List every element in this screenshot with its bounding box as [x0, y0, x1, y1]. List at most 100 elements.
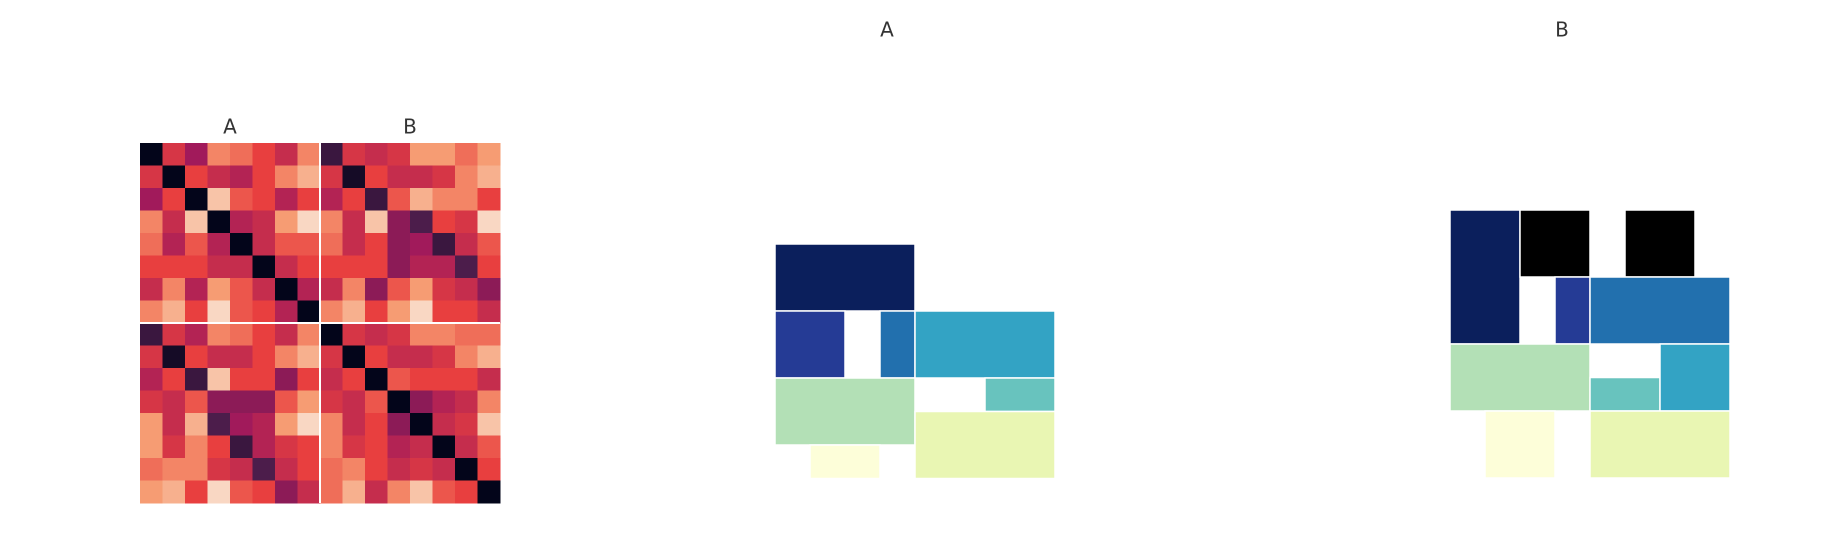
tile: [1449, 209, 1521, 345]
heatmap-cell: [230, 435, 253, 459]
heatmap-cell: [455, 345, 478, 369]
heatmap-cell: [252, 300, 276, 324]
heatmap-cell: [477, 413, 501, 436]
heatmap-cell: [455, 278, 478, 301]
tile: [1589, 276, 1731, 345]
heatmap-cell: [432, 345, 456, 369]
heatmap-cell: [185, 390, 208, 414]
heatmap-cell: [410, 233, 433, 256]
heatmap-cell: [185, 143, 208, 166]
heatmap-cell: [252, 458, 276, 481]
heatmap-cell: [230, 255, 253, 279]
heatmap-cell: [342, 143, 366, 166]
heatmap-cell: [140, 233, 163, 256]
heatmap-cell: [365, 413, 388, 436]
heatmap-cell: [140, 323, 163, 346]
column-label: A: [223, 115, 237, 139]
heatmap-cell: [455, 435, 478, 459]
heatmap-cell: [297, 458, 321, 481]
heatmap-cell: [342, 300, 366, 324]
heatmap-cell: [365, 323, 388, 346]
heatmap-cell: [162, 165, 186, 189]
heatmap-cell: [365, 480, 388, 504]
heatmap-cell: [275, 165, 298, 189]
heatmap-cell: [432, 480, 456, 504]
heatmap-cell: [252, 210, 276, 234]
heatmap-cell: [275, 278, 298, 301]
heatmap-cell: [207, 278, 231, 301]
tile: [1449, 343, 1591, 412]
heatmap-cell: [252, 480, 276, 504]
heatmap-cell: [162, 210, 186, 234]
heatmap-cell: [320, 480, 343, 504]
heatmap-cell: [342, 278, 366, 301]
heatmap-cell: [432, 368, 456, 391]
heatmap-cell: [207, 300, 231, 324]
heatmap-cell: [297, 188, 321, 211]
heatmap-cell: [455, 165, 478, 189]
heatmap-cell: [297, 345, 321, 369]
heatmap-cell: [432, 390, 456, 414]
tile: [1519, 209, 1591, 278]
heatmap-cell: [230, 278, 253, 301]
tile: [1659, 343, 1731, 412]
heatmap-cell: [207, 458, 231, 481]
heatmap-cell: [275, 323, 298, 346]
heatmap-cell: [185, 435, 208, 459]
heatmap-cell: [320, 390, 343, 414]
heatmap-cell: [230, 165, 253, 189]
heatmap-cell: [230, 210, 253, 234]
heatmap-cell: [320, 255, 343, 279]
heatmap-cell: [342, 345, 366, 369]
heatmap-cell: [252, 368, 276, 391]
heatmap-cell: [320, 435, 343, 459]
tile: [914, 410, 1056, 480]
heatmap-cell: [477, 278, 501, 301]
heatmap-cell: [410, 188, 433, 211]
heatmap-cell: [185, 278, 208, 301]
heatmap-cell: [140, 435, 163, 459]
heatmap-cell: [230, 345, 253, 369]
heatmap-cell: [410, 143, 433, 166]
tile: [774, 243, 916, 312]
heatmap-cell: [185, 345, 208, 369]
heatmap-cell: [230, 233, 253, 256]
heatmap-cell: [455, 143, 478, 166]
heatmap-cell: [410, 165, 433, 189]
heatmap-cell: [365, 345, 388, 369]
heatmap-cell: [477, 435, 501, 459]
heatmap-cell: [320, 413, 343, 436]
heatmap-cell: [230, 458, 253, 481]
heatmap-cell: [320, 278, 343, 301]
heatmap-cell: [252, 435, 276, 459]
heatmap-cell: [162, 278, 186, 301]
heatmap-cell: [387, 368, 411, 391]
heatmap-cell: [410, 435, 433, 459]
heatmap-cell: [297, 165, 321, 189]
heatmap-cell: [162, 458, 186, 481]
tile: [984, 377, 1056, 413]
heatmap-cell: [342, 323, 366, 346]
heatmap-cell: [275, 300, 298, 324]
heatmap-cell: [140, 210, 163, 234]
heatmap-cell: [365, 143, 388, 166]
heatmap-cell: [455, 323, 478, 346]
heatmap-cell: [477, 300, 501, 324]
heatmap-cell: [410, 458, 433, 481]
tile: [809, 444, 881, 480]
heatmap-cell: [185, 255, 208, 279]
heatmap-cell: [320, 210, 343, 234]
heatmap-cell: [477, 233, 501, 256]
heatmap-cell: [387, 323, 411, 346]
heatmap-cell: [365, 278, 388, 301]
panel-title: A: [880, 18, 894, 42]
heatmap-cell: [297, 435, 321, 459]
heatmap-cell: [207, 413, 231, 436]
heatmap-cell: [140, 255, 163, 279]
heatmap-cell: [455, 210, 478, 234]
heatmap-cell: [477, 345, 501, 369]
heatmap-cell: [387, 188, 411, 211]
heatmap-cell: [297, 255, 321, 279]
heatmap-cell: [342, 435, 366, 459]
heatmap-cell: [432, 323, 456, 346]
